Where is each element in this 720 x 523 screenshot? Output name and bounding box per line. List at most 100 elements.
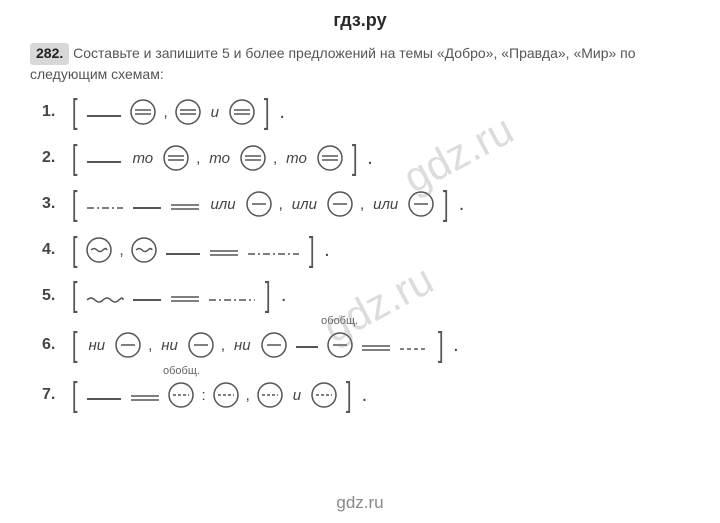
row-number: 2. xyxy=(42,149,64,167)
label-obobsh: обобщ. xyxy=(163,365,200,377)
schema-row: 1. [ , и ] . xyxy=(42,98,690,126)
right-bracket: ] xyxy=(346,382,352,409)
right-bracket: ] xyxy=(443,191,449,218)
row-number: 3. xyxy=(42,195,64,213)
double-line-icon xyxy=(169,286,201,306)
comma: , xyxy=(196,150,200,167)
subject-line-icon xyxy=(131,286,163,306)
dashdot-line-icon xyxy=(207,286,257,306)
schema-row: 2. [ то , то , то ] . xyxy=(42,144,690,172)
subject-line-icon xyxy=(164,240,202,260)
dashed-line-icon xyxy=(398,335,430,355)
double-line-icon xyxy=(129,385,161,405)
period: . xyxy=(281,284,287,307)
left-bracket: [ xyxy=(72,145,78,172)
right-bracket: ] xyxy=(309,237,315,264)
exercise-number: 282. xyxy=(30,43,69,65)
schema-row: 3. [ или , или , или ] . xyxy=(42,190,690,218)
exercise-text: 282. Составьте и запишите 5 и более пред… xyxy=(30,43,690,84)
comma: , xyxy=(221,337,225,354)
circle-dashed-icon xyxy=(212,381,240,409)
circle-dash-icon xyxy=(326,331,354,359)
footer-text: gdz.ru xyxy=(0,493,720,513)
circle-dash-icon xyxy=(407,190,435,218)
circle-dash-icon xyxy=(187,331,215,359)
subject-line-icon xyxy=(85,385,123,405)
left-bracket: [ xyxy=(72,237,78,264)
conjunction-to: то xyxy=(286,150,307,167)
subject-line-icon xyxy=(131,194,163,214)
period: . xyxy=(279,101,285,124)
row-number: 1. xyxy=(42,103,64,121)
dashdot-line-icon xyxy=(246,240,301,260)
circle-dash-icon xyxy=(114,331,142,359)
conjunction-ili: или xyxy=(292,196,317,213)
circle-dash-icon xyxy=(245,190,273,218)
double-line-icon xyxy=(169,194,201,214)
right-bracket: ] xyxy=(264,99,270,126)
period: . xyxy=(459,193,465,216)
left-bracket: [ xyxy=(72,191,78,218)
left-bracket: [ xyxy=(72,99,78,126)
circle-dashed-icon xyxy=(310,381,338,409)
exercise-body: Составьте и запишите 5 и более предложен… xyxy=(30,45,636,82)
label-obobsh: обобщ. xyxy=(321,315,358,327)
circle-dash-icon xyxy=(326,190,354,218)
subject-line-icon xyxy=(85,102,123,122)
conjunction-ni: ни xyxy=(234,337,251,354)
double-line-icon xyxy=(208,240,240,260)
conjunction-to: то xyxy=(209,150,230,167)
comma: , xyxy=(119,242,123,259)
right-bracket: ] xyxy=(265,282,271,309)
circle-double-icon xyxy=(228,98,256,126)
period: . xyxy=(362,384,368,407)
schema-row: 7. [ обобщ. : , и ] . xyxy=(42,381,690,409)
conjunction-ni: ни xyxy=(88,337,105,354)
row-number: 6. xyxy=(42,336,64,354)
circle-double-icon xyxy=(174,98,202,126)
dashdot-line-icon xyxy=(85,194,125,214)
conjunction-ni: ни xyxy=(161,337,178,354)
circle-double-icon xyxy=(162,144,190,172)
site-header: гдз.ру xyxy=(30,10,690,31)
comma: , xyxy=(273,150,277,167)
period: . xyxy=(367,147,373,170)
conjunction-ili: или xyxy=(210,196,235,213)
colon: : xyxy=(201,387,205,404)
double-line-icon xyxy=(360,335,392,355)
period: . xyxy=(324,239,330,262)
left-bracket: [ xyxy=(72,382,78,409)
circle-wave-icon xyxy=(130,236,158,264)
left-bracket: [ xyxy=(72,282,78,309)
schema-row: 5. [ ] . xyxy=(42,282,690,309)
long-dash-icon xyxy=(294,335,320,355)
circle-dashed-icon xyxy=(167,381,195,409)
left-bracket: [ xyxy=(72,332,78,359)
comma: , xyxy=(163,104,167,121)
circle-dashed-icon xyxy=(256,381,284,409)
comma: , xyxy=(360,196,364,213)
right-bracket: ] xyxy=(352,145,358,172)
row-number: 4. xyxy=(42,241,64,259)
conjunction-i: и xyxy=(293,387,301,404)
subject-line-icon xyxy=(85,148,123,168)
circle-double-icon xyxy=(129,98,157,126)
conjunction-i: и xyxy=(211,104,219,121)
period: . xyxy=(453,334,459,357)
circle-dash-icon xyxy=(260,331,288,359)
schema-row: 6. [ ни , ни , ни обобщ. ] . xyxy=(42,331,690,359)
schema-list: 1. [ , и ] . 2. [ то , то , то ] . 3. [ … xyxy=(30,98,690,409)
wave-line-icon xyxy=(85,286,125,306)
conjunction-ili: или xyxy=(373,196,398,213)
right-bracket: ] xyxy=(438,332,444,359)
comma: , xyxy=(246,387,250,404)
circle-double-icon xyxy=(239,144,267,172)
row-number: 7. xyxy=(42,386,64,404)
comma: , xyxy=(279,196,283,213)
circle-double-icon xyxy=(316,144,344,172)
circle-wave-icon xyxy=(85,236,113,264)
conjunction-to: то xyxy=(132,150,153,167)
comma: , xyxy=(148,337,152,354)
row-number: 5. xyxy=(42,287,64,305)
schema-row: 4. [ , ] . xyxy=(42,236,690,264)
